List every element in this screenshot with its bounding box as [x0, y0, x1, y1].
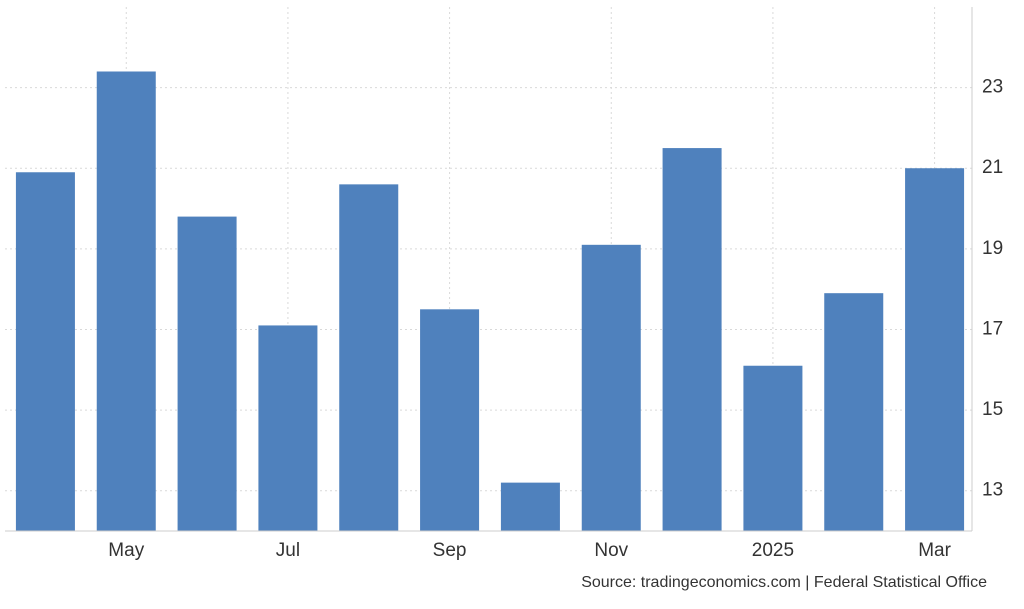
- bar: [177, 216, 237, 531]
- x-tick-label: 2025: [752, 540, 794, 561]
- y-tick-label: 19: [982, 238, 1003, 259]
- bar: [743, 365, 803, 531]
- x-tick-label: Jul: [276, 540, 300, 561]
- source: Source: tradingeconomics.com | Federal S…: [581, 574, 987, 591]
- bar: [15, 172, 75, 531]
- y-tick-label: 15: [982, 399, 1003, 420]
- bar: [905, 168, 965, 531]
- y-tick-label: 17: [982, 318, 1003, 339]
- x-tick-label: Sep: [433, 540, 467, 561]
- bar: [339, 184, 399, 531]
- x-tick-label: Mar: [918, 540, 951, 561]
- bar: [824, 293, 884, 531]
- x-tick-label: Nov: [594, 540, 628, 561]
- bar: [500, 482, 560, 531]
- bar: [420, 309, 480, 531]
- y-tick-label: 21: [982, 157, 1003, 178]
- y-tick-label: 13: [982, 480, 1003, 501]
- bar: [258, 325, 318, 531]
- bar: [662, 148, 722, 532]
- bar: [96, 71, 156, 531]
- y-tick-label: 23: [982, 77, 1003, 98]
- x-tick-label: May: [108, 540, 144, 561]
- bar: [581, 244, 641, 532]
